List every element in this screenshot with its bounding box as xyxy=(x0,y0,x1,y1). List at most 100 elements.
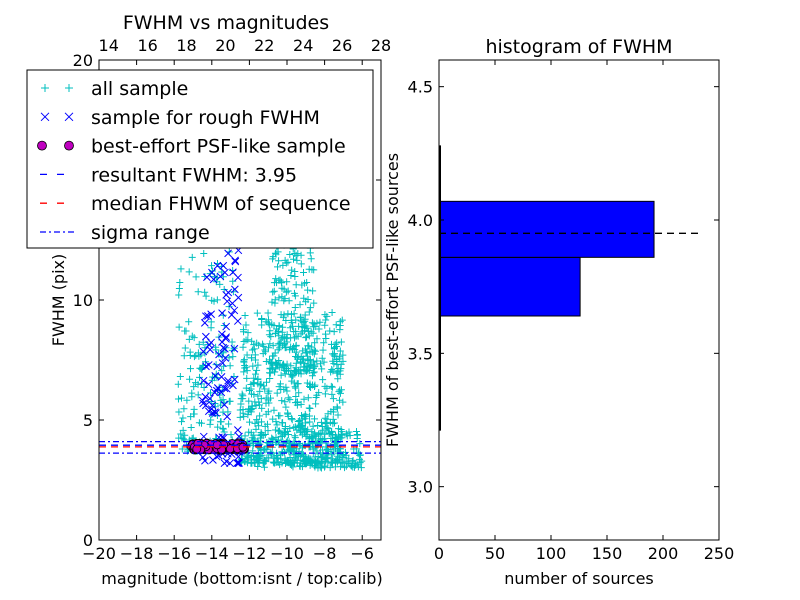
scatter-point-all-sample xyxy=(275,322,283,330)
scatter-point-all-sample xyxy=(307,383,315,391)
scatter-point-all-sample xyxy=(252,425,260,433)
scatter-point-all-sample xyxy=(288,266,296,274)
scatter-point-all-sample xyxy=(269,255,277,263)
scatter-point-all-sample xyxy=(229,288,237,296)
scatter-point-all-sample xyxy=(284,310,292,318)
scatter-point-all-sample xyxy=(200,383,208,391)
scatter-point-all-sample xyxy=(310,368,318,376)
scatter-point-all-sample xyxy=(260,463,268,471)
scatter-point-all-sample xyxy=(327,382,335,390)
scatter-point-rough-sample xyxy=(206,394,214,403)
scatter-point-all-sample xyxy=(296,417,304,425)
scatter-point-all-sample xyxy=(337,338,345,346)
scatter-point-all-sample xyxy=(264,319,272,327)
scatter-point-all-sample xyxy=(272,329,280,337)
scatter-point-rough-sample xyxy=(223,379,232,387)
scatter-point-all-sample xyxy=(313,319,321,327)
scatter-point-all-sample xyxy=(306,412,314,420)
scatter-point-all-sample xyxy=(329,406,337,414)
legend-label: resultant FWHM: 3.95 xyxy=(91,164,297,186)
scatter-point-all-sample xyxy=(292,332,300,340)
legend-marker xyxy=(41,84,49,92)
scatter-point-all-sample xyxy=(328,383,336,391)
scatter-point-all-sample xyxy=(225,354,233,362)
scatter-point-all-sample xyxy=(195,419,203,427)
scatter-point-all-sample xyxy=(341,464,349,472)
scatter-point-rough-sample xyxy=(201,392,210,401)
scatter-point-all-sample xyxy=(219,425,227,433)
scatter-point-rough-sample xyxy=(204,380,213,389)
scatter-point-all-sample xyxy=(252,356,260,364)
y-tick-label: 5 xyxy=(83,411,93,430)
scatter-point-all-sample xyxy=(300,429,308,437)
legend-label: all sample xyxy=(91,78,188,100)
scatter-point-rough-sample xyxy=(199,376,208,385)
scatter-point-all-sample xyxy=(292,392,300,400)
scatter-point-all-sample xyxy=(330,350,338,358)
scatter-point-all-sample xyxy=(254,392,262,400)
scatter-point-all-sample xyxy=(306,461,314,469)
scatter-point-all-sample xyxy=(187,424,195,432)
scatter-point-all-sample xyxy=(188,253,196,261)
scatter-point-all-sample xyxy=(304,342,312,350)
scatter-point-all-sample xyxy=(179,414,187,422)
scatter-point-all-sample xyxy=(319,376,327,384)
scatter-point-all-sample xyxy=(245,428,253,436)
scatter-x-axis-label: magnitude (bottom:isnt / top:calib) xyxy=(101,569,382,588)
scatter-point-all-sample xyxy=(284,394,292,402)
scatter-point-all-sample xyxy=(277,278,285,286)
scatter-point-all-sample xyxy=(282,383,290,391)
hist-x-tick-label: 200 xyxy=(648,544,679,563)
scatter-point-all-sample xyxy=(281,398,289,406)
scatter-point-all-sample xyxy=(273,389,281,397)
scatter-point-all-sample xyxy=(265,344,273,352)
scatter-point-all-sample xyxy=(321,382,329,390)
scatter-point-all-sample xyxy=(306,404,314,412)
scatter-point-rough-sample xyxy=(213,261,222,270)
scatter-point-all-sample xyxy=(182,327,190,335)
scatter-point-all-sample xyxy=(261,346,269,354)
scatter-point-rough-sample xyxy=(212,409,220,417)
scatter-point-all-sample xyxy=(243,453,251,461)
scatter-point-all-sample xyxy=(301,279,309,287)
scatter-point-all-sample xyxy=(180,352,188,360)
scatter-point-rough-sample xyxy=(211,372,220,380)
scatter-point-all-sample xyxy=(302,298,310,306)
scatter-point-rough-sample xyxy=(231,256,239,265)
scatter-point-all-sample xyxy=(270,406,278,414)
scatter-point-all-sample xyxy=(209,373,217,381)
scatter-point-rough-sample xyxy=(228,299,237,308)
scatter-point-all-sample xyxy=(299,318,307,326)
scatter-point-rough-sample xyxy=(233,426,242,434)
scatter-point-rough-sample xyxy=(220,400,229,409)
scatter-point-all-sample xyxy=(331,340,339,348)
scatter-point-all-sample xyxy=(277,335,285,343)
top-x-tick-label: 14 xyxy=(99,36,119,55)
scatter-point-all-sample xyxy=(292,364,300,372)
scatter-point-all-sample xyxy=(309,358,317,366)
scatter-point-all-sample xyxy=(190,383,198,391)
scatter-point-all-sample xyxy=(299,347,307,355)
scatter-point-all-sample xyxy=(255,442,263,450)
scatter-point-all-sample xyxy=(272,418,280,426)
scatter-point-all-sample xyxy=(278,397,286,405)
histogram-plot: histogram of FWHM 0 50 100 150 200 250 3.0 3.5… xyxy=(383,36,734,588)
scatter-point-all-sample xyxy=(283,360,291,368)
scatter-point-all-sample xyxy=(264,427,272,435)
scatter-point-all-sample xyxy=(257,434,265,442)
scatter-point-all-sample xyxy=(257,380,265,388)
scatter-point-all-sample xyxy=(324,453,332,461)
scatter-point-all-sample xyxy=(323,424,331,432)
scatter-point-all-sample xyxy=(226,362,234,370)
scatter-point-all-sample xyxy=(271,296,279,304)
scatter-point-all-sample xyxy=(334,375,342,383)
scatter-point-all-sample xyxy=(290,289,298,297)
scatter-point-all-sample xyxy=(293,401,301,409)
scatter-point-all-sample xyxy=(341,448,349,456)
legend-entry: best-effort PSF-like sample xyxy=(37,136,346,158)
scatter-point-all-sample xyxy=(282,403,290,411)
scatter-point-all-sample xyxy=(339,351,347,359)
scatter-point-all-sample xyxy=(260,446,268,454)
scatter-point-all-sample xyxy=(319,346,327,354)
scatter-point-all-sample xyxy=(326,327,334,335)
